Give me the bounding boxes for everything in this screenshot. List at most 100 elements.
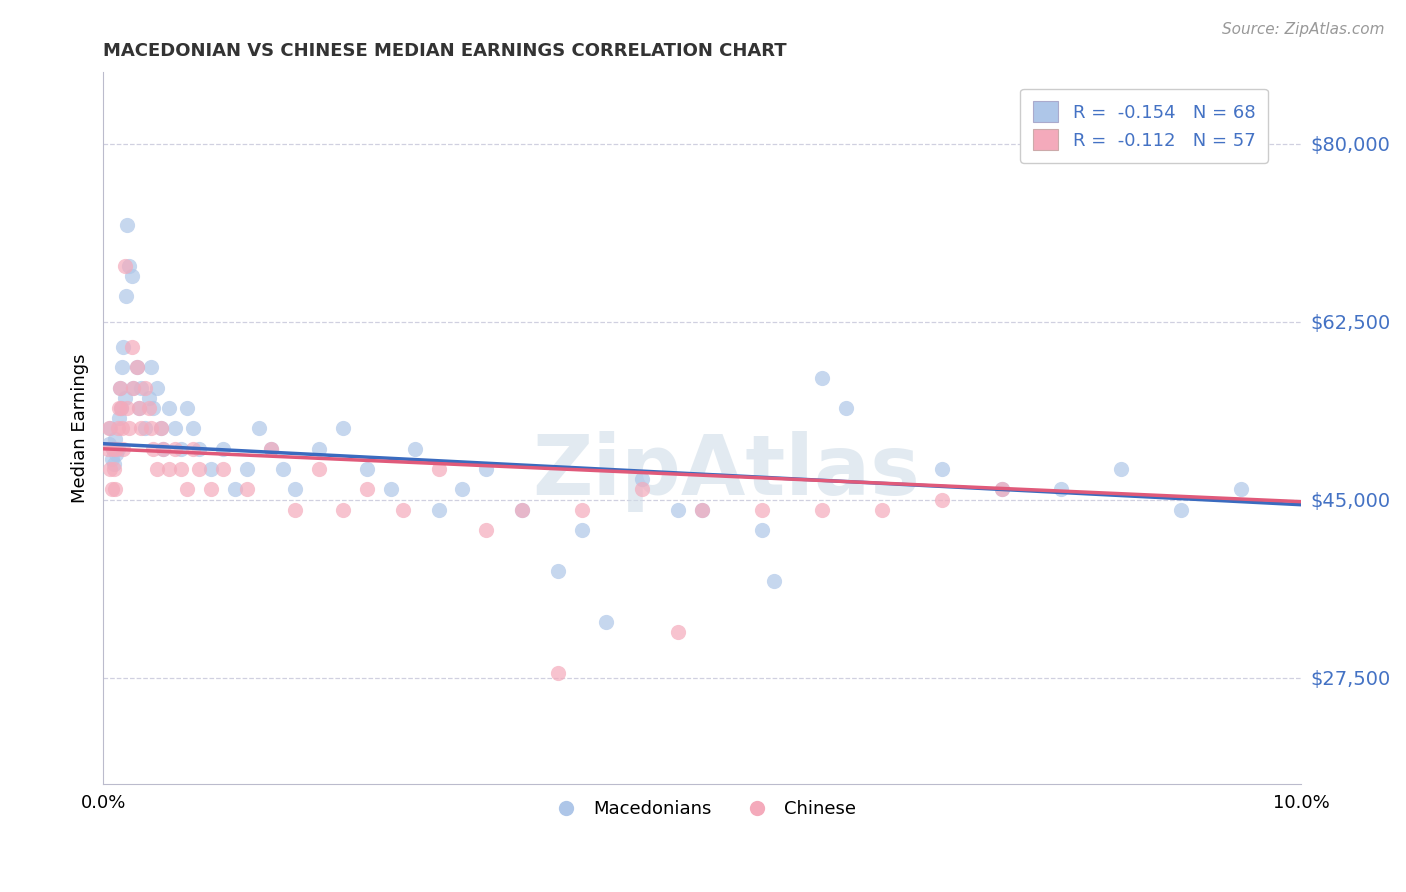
Point — [170, 442, 193, 456]
Point — [131, 421, 153, 435]
Point — [139, 360, 162, 375]
Text: Source: ZipAtlas.com: Source: ZipAtlas.com — [1222, 22, 1385, 37]
Point — [188, 462, 211, 476]
Point — [990, 483, 1012, 497]
Point — [138, 391, 160, 405]
Point — [181, 442, 204, 456]
Point — [751, 503, 773, 517]
Point — [152, 442, 174, 456]
Point — [104, 432, 127, 446]
Point — [666, 503, 689, 517]
Point — [990, 483, 1012, 497]
Point — [98, 421, 121, 435]
Point — [105, 447, 128, 461]
Point — [100, 483, 122, 497]
Point — [475, 462, 498, 476]
Point — [1050, 483, 1073, 497]
Point — [108, 381, 131, 395]
Point — [224, 483, 246, 497]
Point — [170, 462, 193, 476]
Y-axis label: Median Earnings: Median Earnings — [72, 353, 89, 503]
Point — [391, 503, 413, 517]
Point — [690, 503, 713, 517]
Point — [110, 401, 132, 415]
Point — [571, 523, 593, 537]
Point — [811, 503, 834, 517]
Point — [427, 462, 450, 476]
Point — [163, 421, 186, 435]
Point — [110, 401, 132, 415]
Point — [380, 483, 402, 497]
Point — [128, 401, 150, 415]
Point — [835, 401, 858, 415]
Point — [404, 442, 426, 456]
Point — [107, 401, 129, 415]
Point — [547, 665, 569, 680]
Point — [128, 401, 150, 415]
Point — [200, 462, 222, 476]
Point — [512, 503, 534, 517]
Text: ZipAtlas: ZipAtlas — [531, 431, 920, 512]
Point — [142, 442, 165, 456]
Point — [1111, 462, 1133, 476]
Point — [870, 503, 893, 517]
Point — [146, 381, 169, 395]
Legend: Macedonians, Chinese: Macedonians, Chinese — [541, 793, 863, 825]
Point — [103, 457, 125, 471]
Point — [762, 574, 785, 588]
Point — [112, 442, 135, 456]
Point — [115, 401, 138, 415]
Point — [111, 360, 134, 375]
Point — [181, 421, 204, 435]
Point — [121, 340, 143, 354]
Point — [571, 503, 593, 517]
Point — [122, 381, 145, 395]
Point — [104, 483, 127, 497]
Point — [149, 421, 172, 435]
Point — [114, 259, 136, 273]
Point — [101, 442, 124, 456]
Point — [101, 442, 124, 456]
Point — [356, 483, 378, 497]
Point — [931, 492, 953, 507]
Point — [134, 381, 156, 395]
Point — [332, 503, 354, 517]
Point — [200, 483, 222, 497]
Point — [142, 401, 165, 415]
Text: MACEDONIAN VS CHINESE MEDIAN EARNINGS CORRELATION CHART: MACEDONIAN VS CHINESE MEDIAN EARNINGS CO… — [103, 42, 787, 60]
Point — [260, 442, 283, 456]
Point — [356, 462, 378, 476]
Point — [547, 564, 569, 578]
Point — [176, 483, 198, 497]
Point — [931, 462, 953, 476]
Point — [1230, 483, 1253, 497]
Point — [188, 442, 211, 456]
Point — [284, 483, 307, 497]
Point — [260, 442, 283, 456]
Point — [212, 442, 235, 456]
Point — [115, 289, 138, 303]
Point — [631, 472, 654, 486]
Point — [131, 381, 153, 395]
Point — [157, 462, 180, 476]
Point — [139, 421, 162, 435]
Point — [308, 442, 330, 456]
Point — [97, 442, 120, 456]
Point — [100, 452, 122, 467]
Point — [1170, 503, 1192, 517]
Point — [176, 401, 198, 415]
Point — [121, 268, 143, 283]
Point — [107, 442, 129, 456]
Point — [112, 340, 135, 354]
Point — [236, 462, 259, 476]
Point — [149, 421, 172, 435]
Point — [512, 503, 534, 517]
Point — [125, 360, 148, 375]
Point — [690, 503, 713, 517]
Point — [122, 381, 145, 395]
Point — [427, 503, 450, 517]
Point — [103, 462, 125, 476]
Point — [751, 523, 773, 537]
Point — [146, 462, 169, 476]
Point — [111, 421, 134, 435]
